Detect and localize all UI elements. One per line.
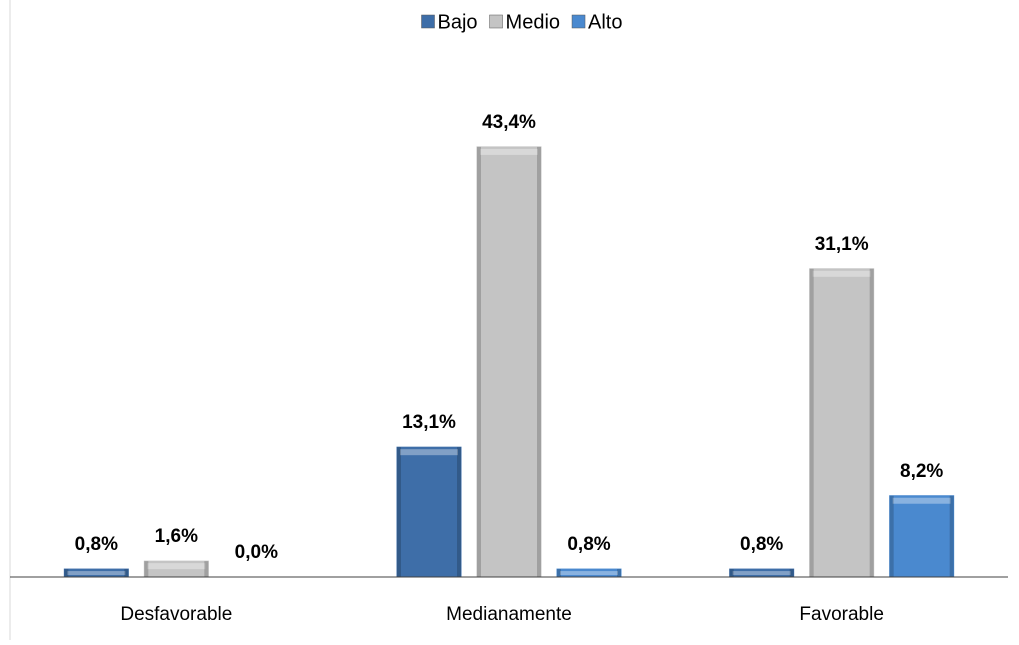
bar-bevel [147, 563, 206, 570]
bar [809, 268, 875, 578]
bar-bevel [400, 449, 458, 456]
data-label: 1,6% [155, 526, 198, 547]
bar-edge [124, 569, 129, 577]
data-label: 0,8% [75, 534, 118, 555]
legend-swatch [421, 14, 435, 29]
x-tick-label: Desfavorable [120, 604, 232, 625]
legend-label: Bajo [438, 11, 478, 33]
x-tick-label: Favorable [799, 604, 884, 625]
bar-edge [477, 146, 481, 577]
bar-edge [869, 268, 874, 577]
data-label: 0,8% [567, 534, 610, 555]
bar-edge [397, 447, 401, 577]
bar-bevel [892, 497, 951, 504]
bar-bevel [812, 270, 871, 277]
bar [396, 446, 462, 578]
bar-edge [617, 569, 621, 577]
legend-label: Medio [506, 11, 560, 33]
bar-edge [729, 569, 734, 577]
bar-edge [204, 561, 209, 577]
bar-bevel [480, 148, 538, 155]
bar-edge [537, 146, 541, 577]
bar-bevel [67, 571, 126, 575]
bar-edge [949, 495, 954, 577]
legend-swatch [489, 14, 503, 29]
legend-label: Alto [588, 11, 622, 33]
bar [476, 146, 542, 578]
bar-edge [889, 495, 894, 577]
data-label: 43,4% [482, 112, 536, 133]
data-label: 8,2% [900, 461, 943, 482]
data-label: 13,1% [402, 412, 456, 433]
bar-edge [457, 447, 461, 577]
bar-edge [789, 569, 794, 577]
bar-bevel [560, 571, 618, 575]
bar-edge [809, 268, 814, 577]
bar-edge [557, 569, 561, 577]
data-label: 31,1% [815, 234, 869, 255]
x-tick-label: Medianamente [446, 604, 572, 625]
bar [889, 495, 955, 578]
data-label: 0,0% [235, 542, 278, 563]
bar-edge [64, 569, 69, 577]
data-label: 0,8% [740, 534, 783, 555]
legend-swatch [571, 14, 586, 29]
bar-edge [144, 561, 149, 577]
bar-bevel [732, 571, 791, 575]
legend: Bajo Medio Alto [421, 11, 622, 33]
